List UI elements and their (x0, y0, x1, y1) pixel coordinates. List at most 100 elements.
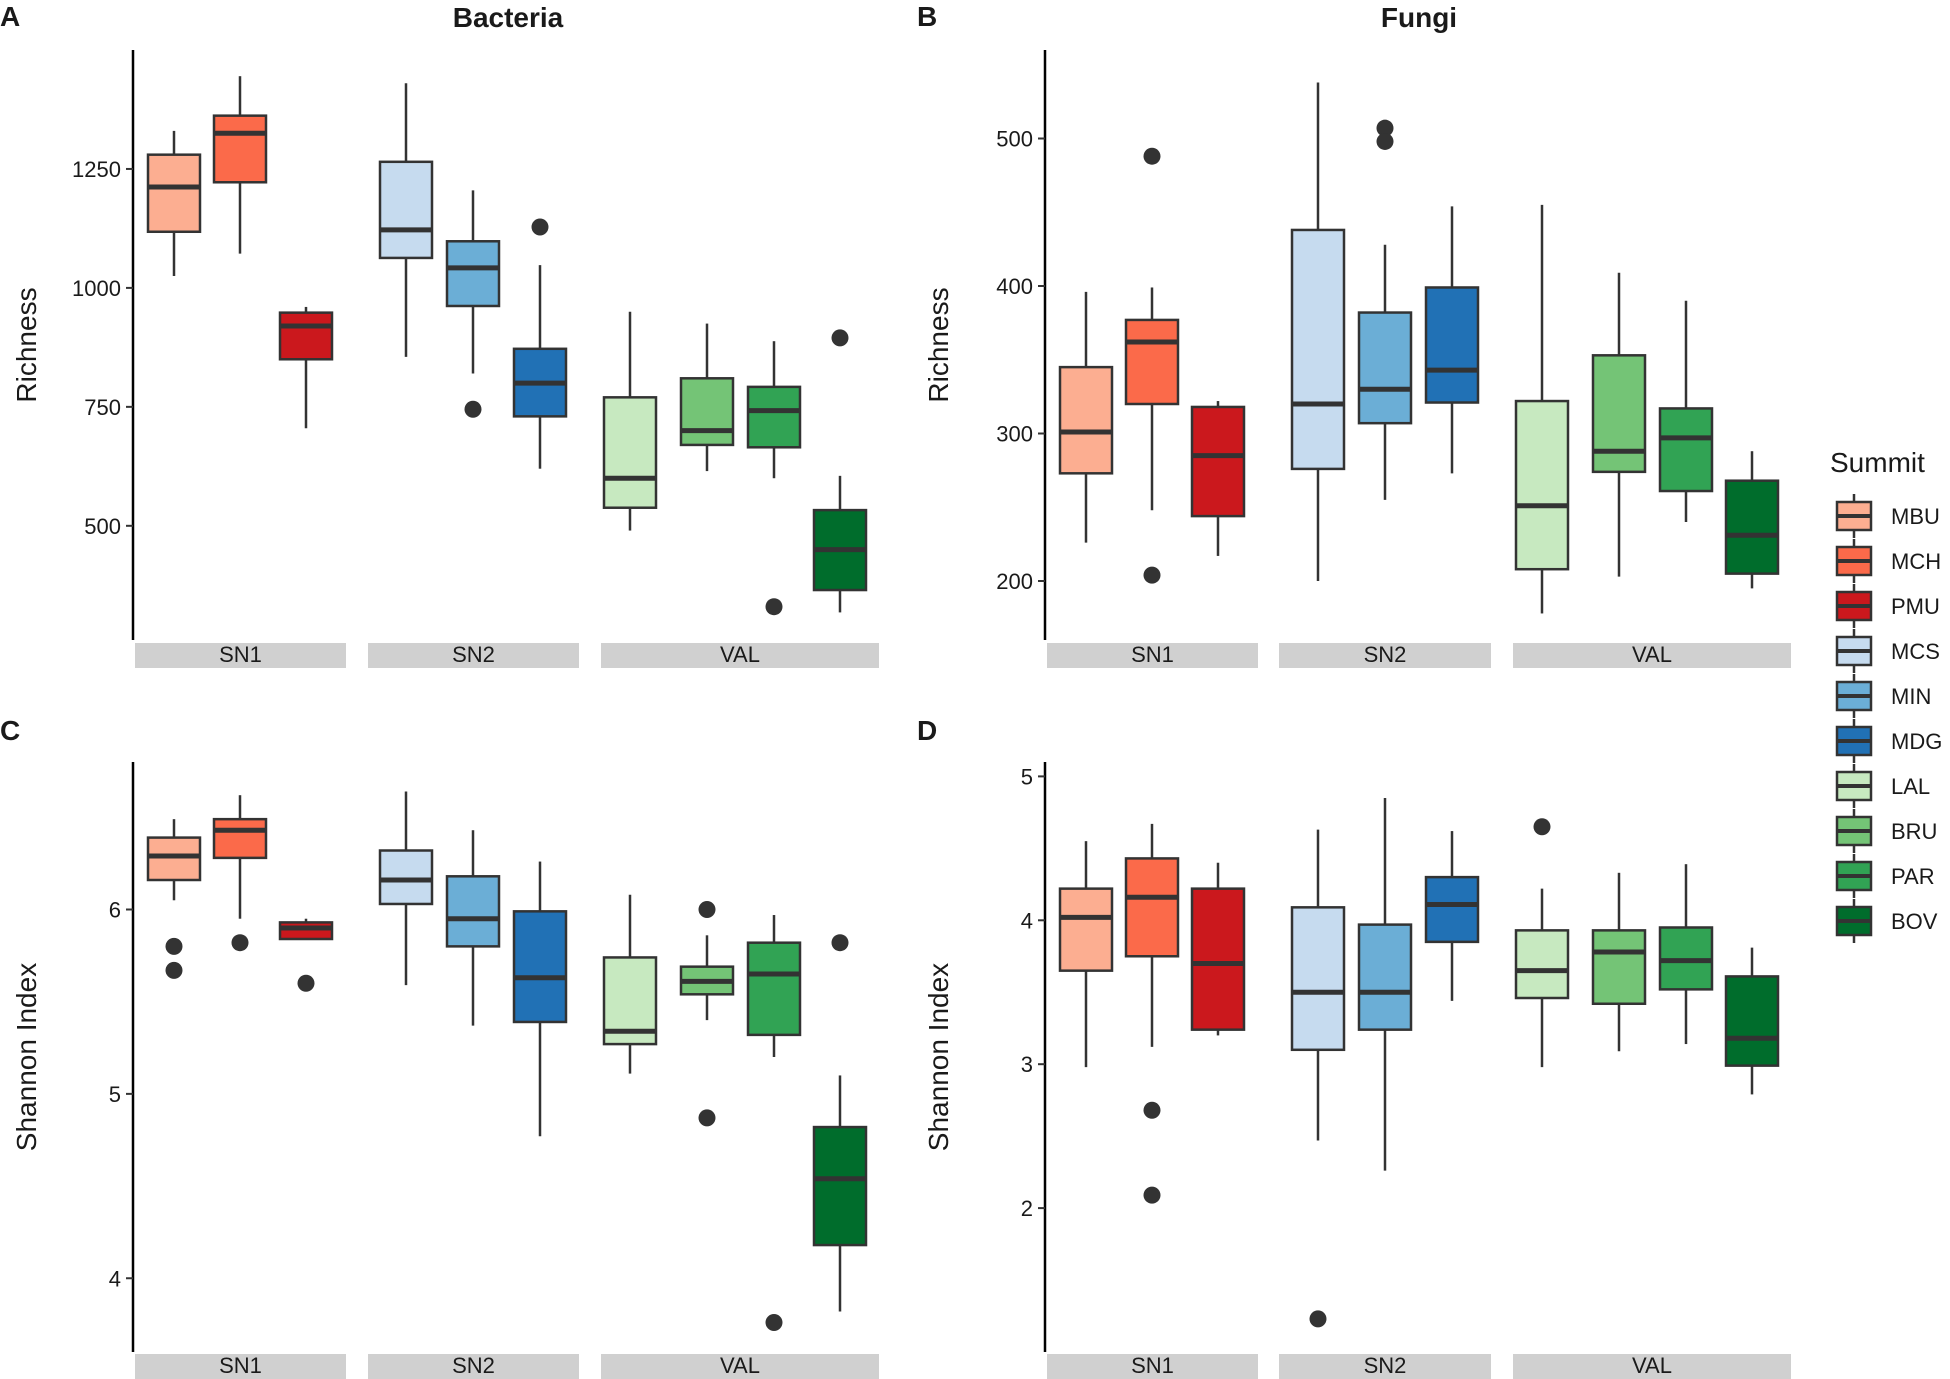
box-bru (679, 323, 735, 472)
box-min (1357, 797, 1413, 1171)
facet-strip-label: SN1 (1131, 642, 1174, 667)
legend-item-mbu: MBU (1835, 494, 1940, 538)
outlier-point (765, 598, 783, 616)
facet-strip (1047, 643, 1258, 668)
box-par (746, 341, 802, 616)
y-axis-title: Shannon Index (11, 963, 42, 1151)
iqr-box (445, 240, 501, 308)
facet-strip (1279, 643, 1491, 668)
legend-label: LAL (1891, 774, 1930, 799)
legend-label: MCH (1891, 549, 1941, 574)
iqr-box (1514, 399, 1570, 571)
outlier-point (165, 961, 183, 979)
panel-a: A Bacteria Richness 500 750 1000 1250 SN1 SN2 VAL (0, 1, 879, 668)
box-bru (1591, 872, 1647, 1052)
box-mcs (1290, 829, 1346, 1328)
iqr-box (1658, 407, 1714, 493)
box-mcs (378, 83, 434, 357)
iqr-box (1591, 929, 1647, 1006)
iqr-box (812, 1125, 868, 1247)
iqr-box (212, 114, 268, 184)
y-tick-label: 400 (996, 274, 1033, 299)
box-mch (1124, 147, 1180, 584)
y-tick-label: 2 (1021, 1196, 1033, 1221)
outlier-point (1143, 147, 1161, 165)
y-tick-label: 1000 (72, 276, 121, 301)
box-pmu (1190, 862, 1246, 1036)
facet-strip-label: SN2 (452, 642, 495, 667)
y-tick-label: 4 (1021, 908, 1033, 933)
legend-item-bru: BRU (1835, 809, 1937, 853)
iqr-box (1424, 286, 1480, 404)
legend-item-mch: MCH (1835, 539, 1941, 583)
box-mbu (146, 819, 202, 979)
iqr-box (1724, 975, 1780, 1067)
iqr-box (679, 377, 735, 447)
iqr-box (378, 849, 434, 906)
facet-strip (135, 643, 346, 668)
iqr-box (278, 921, 334, 941)
panel-letter: B (917, 1, 937, 32)
box-bov (1724, 451, 1780, 589)
box-pmu (278, 918, 334, 992)
panel-letter: D (917, 715, 937, 746)
legend-label: PMU (1891, 594, 1940, 619)
facet-strip-label: SN1 (219, 1353, 262, 1378)
legend: Summit MBU MCH PMU MCS MIN MDG LAL BRU PAR BOV (1830, 447, 1942, 943)
box-par (1658, 300, 1714, 522)
iqr-box (378, 160, 434, 260)
outlier-point (831, 329, 849, 347)
facet-strip-label: SN1 (219, 642, 262, 667)
iqr-box (1357, 311, 1413, 425)
y-axis-title: Richness (923, 287, 954, 402)
outlier-point (1143, 1186, 1161, 1204)
box-mdg (512, 861, 568, 1137)
facet-strip (1279, 1354, 1491, 1379)
y-tick-label: 750 (84, 395, 121, 420)
panel-letter: C (0, 715, 20, 746)
panel-title: Fungi (1381, 2, 1457, 33)
legend-item-min: MIN (1835, 674, 1931, 718)
iqr-box (1724, 479, 1780, 575)
iqr-box (1290, 906, 1346, 1052)
facet-strip (368, 1354, 579, 1379)
box-pmu (278, 306, 334, 429)
box-min (1357, 119, 1413, 500)
legend-item-mcs: MCS (1835, 629, 1940, 673)
box-par (746, 915, 802, 1331)
y-axis-title: Richness (11, 287, 42, 402)
y-tick-label: 6 (109, 898, 121, 923)
outlier-point (1143, 566, 1161, 584)
iqr-box (1058, 887, 1114, 972)
legend-label: MIN (1891, 684, 1931, 709)
box-lal (1514, 204, 1570, 614)
iqr-box (1190, 405, 1246, 518)
iqr-box (1290, 228, 1346, 471)
y-tick-label: 5 (109, 1082, 121, 1107)
iqr-box (212, 817, 268, 860)
iqr-box (1357, 923, 1413, 1031)
y-tick-label: 5 (1021, 764, 1033, 789)
legend-label: MCS (1891, 639, 1940, 664)
iqr-box (1058, 365, 1114, 475)
facet-strip (601, 1354, 879, 1379)
box-lal (602, 311, 658, 531)
facet-strip (601, 643, 879, 668)
outlier-point (531, 218, 549, 236)
panel-d: D Shannon Index 2 3 4 5 SN1 SN2 VAL (917, 715, 1791, 1379)
box-mdg (1424, 831, 1480, 1001)
facet-strip (368, 643, 579, 668)
y-tick-label: 1250 (72, 157, 121, 182)
iqr-box (146, 153, 202, 234)
facet-strip (135, 1354, 346, 1379)
iqr-box (278, 311, 334, 361)
facet-strip-label: VAL (1632, 1353, 1672, 1378)
facet-strip-label: SN2 (452, 1353, 495, 1378)
legend-item-pmu: PMU (1835, 584, 1940, 628)
outlier-point (1533, 818, 1551, 836)
y-tick-label: 4 (109, 1266, 121, 1291)
iqr-box (146, 836, 202, 882)
legend-label: MBU (1891, 504, 1940, 529)
panel-letter: A (0, 1, 20, 32)
legend-item-mdg: MDG (1835, 719, 1942, 763)
